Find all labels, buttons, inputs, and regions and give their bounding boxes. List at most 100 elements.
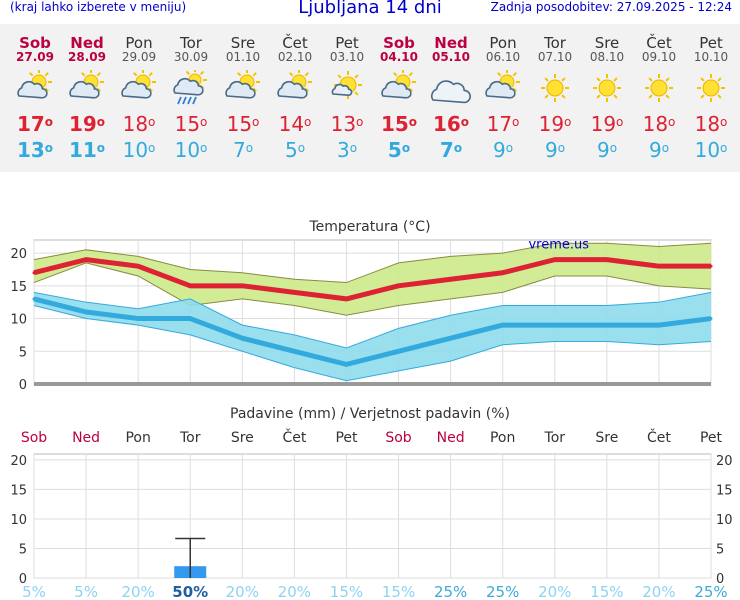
data-point — [136, 317, 140, 321]
max-temperature: 18o — [685, 112, 737, 136]
min-temperature-value: 9 — [596, 138, 610, 162]
range-band-upper — [33, 291, 712, 349]
degree-mark: o — [349, 141, 358, 155]
day-name: Pon — [125, 34, 153, 52]
max-temperature: 16o — [425, 112, 477, 136]
y-tick-label-right: 10 — [716, 513, 733, 528]
max-temperature-value: 17 — [16, 112, 45, 136]
max-temperature-value: 19 — [590, 112, 617, 136]
category-label: Pon — [125, 430, 150, 446]
day-column: Tor 07.10 19o 9o — [529, 24, 581, 162]
y-tick-label-left: 0 — [19, 572, 27, 587]
precipitation-chart: Sob Ned Pon Tor Sre Čet Pet Sob Ned Pon Tor Sre Čet P… — [10, 428, 733, 600]
min-temperature-value: 10 — [174, 138, 201, 162]
max-temperature-value: 19 — [538, 112, 565, 136]
data-point — [188, 317, 192, 321]
data-point — [657, 264, 661, 268]
temperature-chart-title: Temperatura (°C) — [0, 219, 740, 235]
degree-mark: o — [609, 141, 618, 155]
category-label: Pet — [700, 430, 723, 446]
day-name: Ned — [434, 34, 468, 52]
day-date: 28.09 — [68, 50, 106, 64]
max-temperature: 18o — [113, 112, 165, 136]
range-band — [34, 292, 711, 381]
degree-mark: o — [96, 141, 106, 155]
data-point — [84, 310, 88, 314]
probability-label: 5% — [22, 583, 46, 600]
probability-label: 20% — [538, 583, 571, 600]
category-label: Tor — [179, 430, 201, 446]
category-label: Pon — [490, 430, 515, 446]
category-label: Sre — [231, 430, 254, 446]
degree-mark: o — [564, 115, 572, 129]
rain-shower-icon — [165, 68, 217, 106]
min-temperature: 9o — [477, 138, 529, 162]
day-column: Pon 29.09 18o 10o — [113, 24, 165, 162]
y-tick-label-right: 15 — [716, 483, 733, 498]
data-point — [397, 284, 401, 288]
range-band-lower — [33, 304, 712, 382]
day-column: Pet 10.10 18o 10o — [685, 24, 737, 162]
category-label: Pet — [335, 430, 358, 446]
min-temperature: 11o — [61, 138, 113, 162]
degree-mark: o — [453, 141, 463, 155]
min-temperature-value: 5 — [387, 138, 402, 162]
day-column: Pon 06.10 17o 9o — [477, 24, 529, 162]
degree-mark: o — [245, 141, 254, 155]
degree-mark: o — [148, 141, 156, 155]
day-name: Pon — [489, 34, 517, 52]
min-temperature: 5o — [373, 138, 425, 162]
min-temperature-value: 9 — [648, 138, 662, 162]
data-point — [84, 258, 88, 262]
series-line — [33, 296, 712, 367]
data-point — [344, 362, 348, 366]
y-tick-label-right: 5 — [716, 542, 724, 557]
degree-mark: o — [720, 115, 728, 129]
degree-mark: o — [460, 115, 470, 129]
max-temperature-value: 13 — [330, 112, 357, 136]
day-name: Pet — [335, 34, 359, 52]
day-date: 01.10 — [225, 50, 261, 64]
probability-label: 25% — [486, 583, 519, 600]
category-label: Tor — [544, 430, 566, 446]
location-hint[interactable]: (kraj lahko izberete v meniju) — [10, 0, 187, 14]
min-temperature: 9o — [633, 138, 685, 162]
day-date: 09.10 — [641, 50, 677, 64]
day-name: Čet — [282, 34, 308, 52]
day-date: 06.10 — [485, 50, 521, 64]
data-point — [553, 258, 557, 262]
day-name: Sob — [19, 34, 51, 52]
data-point — [605, 258, 609, 262]
max-temperature: 14o — [269, 112, 321, 136]
precipitation-chart-title: Padavine (mm) / Verjetnost padavin (%) — [0, 406, 740, 422]
data-point — [32, 297, 36, 301]
category-label: Čet — [282, 428, 306, 446]
data-point — [553, 323, 557, 327]
temperature-chart-title-text: Temperatura (°C) — [309, 219, 431, 235]
degree-mark: o — [200, 141, 208, 155]
day-column: Sob 04.10 15o 5o — [373, 24, 425, 162]
min-temperature-value: 10 — [122, 138, 149, 162]
max-temperature: 15o — [217, 112, 269, 136]
degree-mark: o — [512, 115, 520, 129]
max-temperature: 15o — [373, 112, 425, 136]
partly-cloudy-icon — [217, 69, 269, 106]
day-date: 04.10 — [380, 50, 418, 64]
day-column: Pet 03.10 13o 3o — [321, 24, 373, 162]
min-temperature: 7o — [425, 138, 477, 162]
data-point — [709, 317, 713, 321]
probability-label: 20% — [642, 583, 675, 600]
probability-label: 20% — [121, 583, 154, 600]
data-point — [501, 323, 505, 327]
min-temperature-value: 3 — [336, 138, 350, 162]
max-temperature: 19o — [581, 112, 633, 136]
range-band-lower — [33, 262, 712, 316]
min-temperature-value: 7 — [232, 138, 246, 162]
min-temperature: 13o — [9, 138, 61, 162]
day-name: Ned — [70, 34, 104, 52]
day-column: Sre 01.10 15o 7o — [217, 24, 269, 162]
degree-mark: o — [668, 115, 676, 129]
day-date: 27.09 — [16, 50, 54, 64]
probability-label: 5% — [74, 583, 98, 600]
day-column: Sre 08.10 19o 9o — [581, 24, 633, 162]
